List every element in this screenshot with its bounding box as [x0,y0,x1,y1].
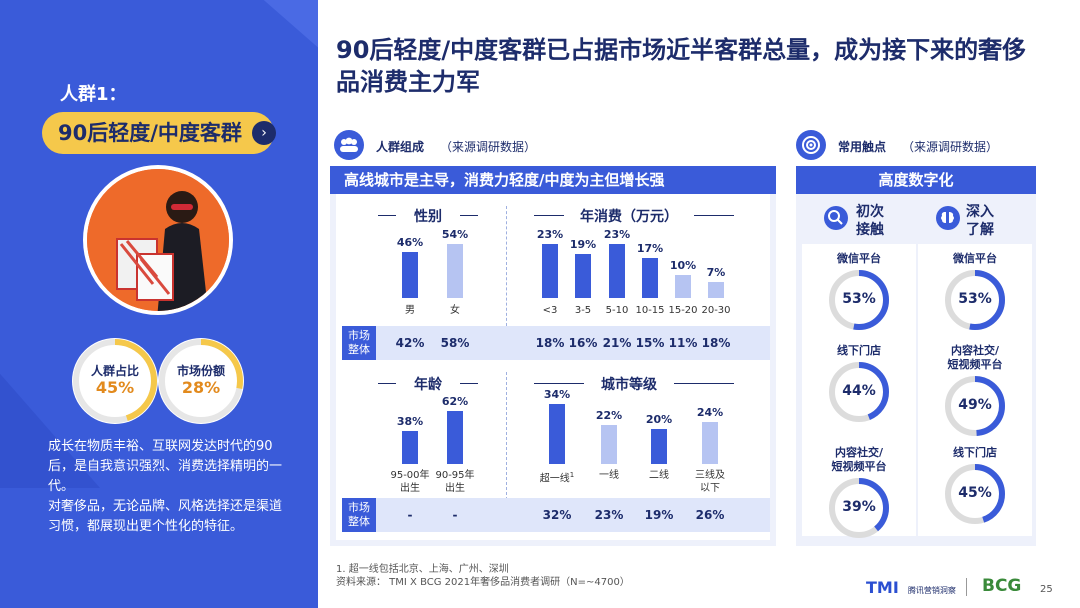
composition-header: 高线城市是主导，消费力轻度/中度为主但增长强 [330,166,776,194]
tmi-logo: TMI 腾讯营销洞察 [866,578,956,597]
page-title: 90后轻度/中度客群已占据市场近半客群总量，成为接下来的奢侈品消费主力军 [336,36,1027,96]
bcg-logo: BCG [982,576,1022,596]
market-row-top [342,326,770,360]
segment-description: 成长在物质丰裕、互联网发达时代的90后，是自我意识强烈、消费选择精明的一代。 对… [48,439,283,534]
brain-icon [936,206,960,230]
composition-body [336,194,770,540]
kpi-market-share: 市场份额 28% [158,338,244,424]
group-title-age: 年龄 [414,377,442,393]
column-title-first-contact: 初次 接触 [856,204,884,238]
kpi-value: 45% [95,378,135,397]
kpi-population-share: 人群占比 45% [72,338,158,424]
chevron-right-icon[interactable]: › [252,121,276,145]
kpi-ring [73,339,157,423]
group-title-gender: 性别 [414,209,442,225]
market-row-bottom [342,498,770,532]
kpi-label: 市场份额 [176,364,225,378]
left-panel: 人群1： 90后轻度/中度客群 › 人群占比 45% 市场份额 28% 成长在物… [0,0,318,608]
kpi-ring [159,339,243,423]
footnote: 1. 超一线包括北京、上海、广州、深圳 资料来源： TMI X BCG 2021… [336,564,630,588]
market-tag: 市场 整体 [342,326,376,360]
group-title-city: 城市等级 [601,377,657,393]
column-first-contact [802,244,916,536]
search-icon [824,206,848,230]
section-source: （来源调研数据） [440,140,537,154]
persona-photo [83,165,233,315]
column-deep-understanding [918,244,1032,536]
touchpoint-header: 高度数字化 [796,166,1036,194]
kpi-label: 人群占比 [90,364,139,378]
market-tag: 市场 整体 [342,498,376,532]
kpi-value: 28% [181,378,221,397]
column-title-deep-understanding: 深入 了解 [966,204,994,238]
segment-label: 人群1： [60,84,127,105]
section-title-composition: 人群组成 [376,140,425,154]
section-source: （来源调研数据） [902,140,999,154]
page-number: 25 [1040,584,1053,595]
people-icon [334,130,364,160]
target-icon [796,130,826,160]
segment-name-pill: 90后轻度/中度客群 [42,112,274,154]
group-title-spend: 年消费（万元） [580,209,678,225]
section-title-touchpoints: 常用触点 [838,140,887,154]
